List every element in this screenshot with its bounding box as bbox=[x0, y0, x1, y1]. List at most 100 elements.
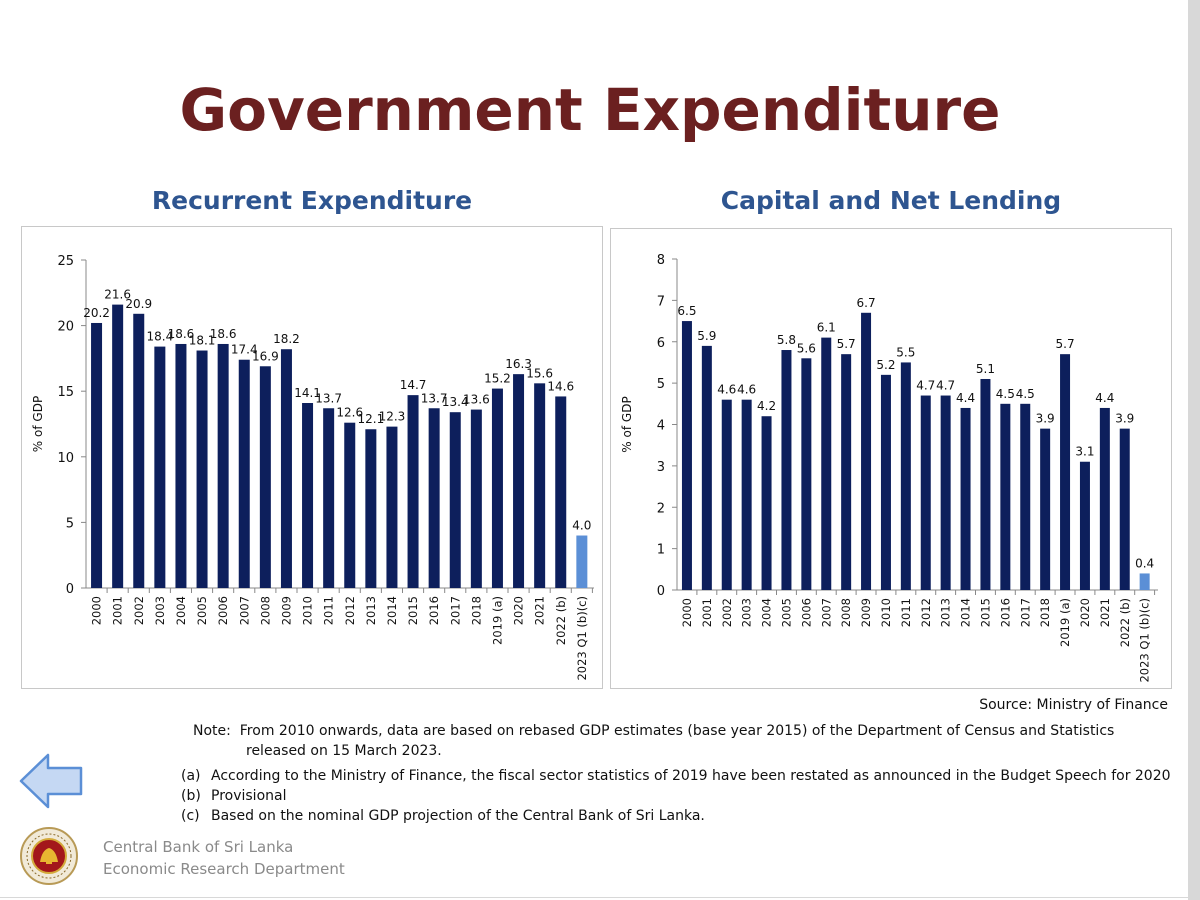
x-tick-label: 2011 bbox=[322, 596, 336, 625]
bar bbox=[344, 422, 356, 588]
data-label: 14.1 bbox=[294, 386, 321, 400]
bar bbox=[259, 366, 271, 588]
chart-title-recurrent: Recurrent Expenditure bbox=[151, 186, 473, 215]
bar bbox=[1040, 428, 1051, 590]
bar bbox=[920, 395, 931, 590]
bar bbox=[112, 304, 124, 588]
x-tick-label: 2009 bbox=[859, 598, 873, 627]
x-tick-label: 2019 (a) bbox=[1058, 598, 1072, 647]
bar bbox=[175, 343, 187, 588]
footnote-b: (b) Provisional bbox=[181, 788, 286, 804]
data-label: 16.9 bbox=[252, 349, 279, 363]
data-label: 4.0 bbox=[572, 519, 591, 533]
x-tick-label: 2020 bbox=[512, 596, 526, 625]
footnote-key: (b) bbox=[181, 788, 201, 804]
bar bbox=[196, 350, 208, 588]
data-label: 4.2 bbox=[757, 399, 776, 413]
x-tick-label: 2015 bbox=[978, 598, 992, 627]
data-label: 18.6 bbox=[210, 327, 237, 341]
data-label: 3.1 bbox=[1075, 445, 1094, 459]
bar bbox=[217, 343, 229, 588]
data-label: 5.8 bbox=[777, 333, 796, 347]
x-tick-label: 2018 bbox=[1038, 598, 1052, 627]
bar bbox=[238, 359, 250, 588]
data-label: 20.2 bbox=[83, 306, 110, 320]
x-tick-label: 2001 bbox=[111, 596, 125, 625]
data-label: 12.6 bbox=[336, 406, 363, 420]
x-tick-label: 2012 bbox=[343, 596, 357, 625]
bar bbox=[154, 346, 166, 588]
data-label: 5.2 bbox=[876, 358, 895, 372]
x-tick-label: 2010 bbox=[879, 598, 893, 627]
footnote-key: (c) bbox=[181, 808, 200, 824]
footnote-text: According to the Ministry of Finance, th… bbox=[211, 768, 1171, 784]
bar bbox=[960, 407, 971, 590]
data-label: 5.1 bbox=[976, 362, 995, 376]
footnote-text: Provisional bbox=[211, 788, 287, 804]
bar bbox=[470, 409, 482, 588]
x-tick-label: 2017 bbox=[448, 596, 462, 625]
x-tick-label: 2007 bbox=[237, 596, 251, 625]
bar bbox=[1139, 573, 1150, 590]
data-label: 6.5 bbox=[677, 304, 696, 318]
bar bbox=[821, 337, 832, 590]
y-tick-label: 25 bbox=[57, 254, 74, 269]
capital-net-lending-plot: 0 1 2 3 4 5 6 7 8 % of GDP 6.5 2000 5.9 2001 4.6 2002 4.… bbox=[620, 253, 1158, 683]
x-tick-label: 2004 bbox=[174, 596, 188, 625]
bar bbox=[781, 350, 792, 590]
data-label: 15.2 bbox=[484, 372, 511, 386]
bar bbox=[741, 399, 752, 590]
data-label: 18.1 bbox=[189, 334, 216, 348]
bar bbox=[91, 322, 103, 588]
y-tick-label: 1 bbox=[657, 543, 665, 558]
footnote-text: Based on the nominal GDP projection of t… bbox=[211, 808, 705, 824]
x-tick-label: 2010 bbox=[301, 596, 315, 625]
bar bbox=[1119, 428, 1130, 590]
bar bbox=[449, 412, 461, 588]
data-label: 21.6 bbox=[104, 288, 131, 302]
x-tick-label: 2005 bbox=[195, 596, 209, 625]
data-label: 0.4 bbox=[1135, 556, 1154, 570]
data-label: 5.7 bbox=[1056, 337, 1075, 351]
data-label: 5.6 bbox=[797, 341, 816, 355]
bar bbox=[576, 535, 588, 588]
bar bbox=[1099, 407, 1110, 590]
x-tick-label: 2016 bbox=[427, 596, 441, 625]
x-tick-label: 2023 Q1 (b)(c) bbox=[1138, 598, 1152, 683]
central-bank-logo bbox=[18, 826, 80, 886]
x-tick-label: 2021 bbox=[1098, 598, 1112, 627]
source-text: Source: Ministry of Finance bbox=[979, 697, 1168, 713]
data-label: 13.4 bbox=[442, 395, 469, 409]
note-block: Note: From 2010 onwards, data are based … bbox=[193, 721, 1143, 761]
capital-net-lending-chart: 0 1 2 3 4 5 6 7 8 % of GDP 6.5 2000 5.9 2001 4.6 2002 4.… bbox=[610, 228, 1172, 689]
bar bbox=[513, 374, 525, 588]
recurrent-expenditure-chart: 0 5 10 15 20 25 % of GDP 20.2 2000 21.6 2001 20.9 20… bbox=[21, 226, 603, 689]
x-tick-label: 2009 bbox=[279, 596, 293, 625]
x-tick-label: 2021 bbox=[533, 596, 547, 625]
x-tick-label: 2002 bbox=[132, 596, 146, 625]
bar bbox=[280, 349, 292, 588]
x-tick-label: 2001 bbox=[700, 598, 714, 627]
x-tick-label: 2003 bbox=[153, 596, 167, 625]
back-arrow-button[interactable] bbox=[18, 752, 84, 810]
bar bbox=[491, 388, 503, 588]
x-tick-label: 2017 bbox=[1018, 598, 1032, 627]
bar bbox=[534, 383, 546, 588]
bar bbox=[1060, 354, 1071, 590]
data-label: 6.1 bbox=[817, 321, 836, 335]
bar bbox=[940, 395, 951, 590]
data-label: 3.9 bbox=[1036, 412, 1055, 426]
data-label: 4.7 bbox=[916, 379, 935, 393]
x-tick-label: 2008 bbox=[258, 596, 272, 625]
x-tick-label: 2022 (b) bbox=[1118, 598, 1132, 647]
bottom-divider bbox=[0, 897, 1188, 898]
x-tick-label: 2019 (a) bbox=[490, 596, 504, 645]
x-tick-label: 2000 bbox=[680, 598, 694, 627]
data-label: 6.7 bbox=[857, 296, 876, 310]
y-tick-label: 0 bbox=[657, 584, 665, 599]
x-tick-label: 2013 bbox=[364, 596, 378, 625]
bar bbox=[1079, 461, 1090, 590]
footnote-a: (a) According to the Ministry of Finance,… bbox=[181, 768, 1171, 784]
x-tick-label: 2004 bbox=[760, 598, 774, 627]
x-tick-label: 2015 bbox=[406, 596, 420, 625]
